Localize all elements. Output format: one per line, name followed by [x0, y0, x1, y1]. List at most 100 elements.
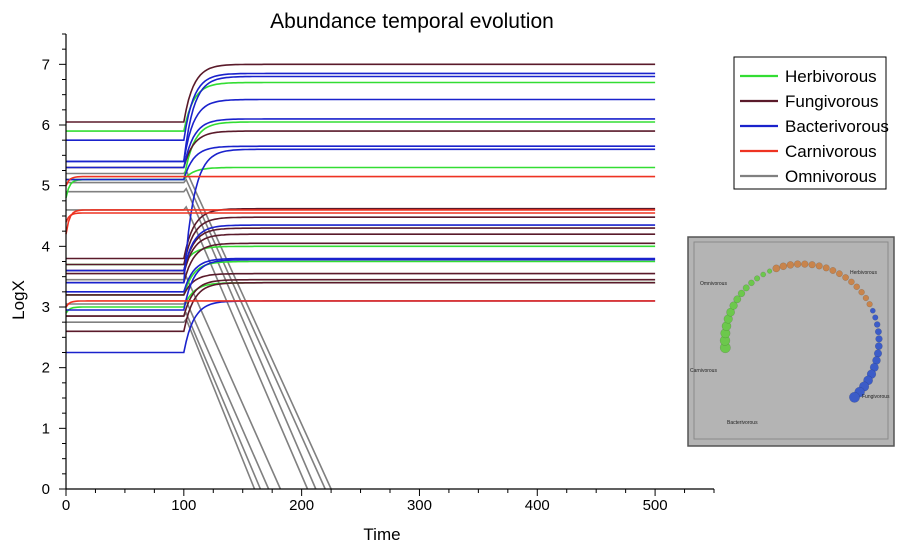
series-line-carnivorous	[65, 175, 656, 187]
inset-frame	[693, 241, 889, 440]
inset-node-fungivorous	[866, 301, 873, 308]
inset-node-fungivorous	[829, 267, 837, 274]
series-line-bacterivorous	[66, 258, 656, 311]
inset-node-fungivorous	[858, 289, 865, 296]
inset-label-fungivorous: Fungivorous	[862, 394, 890, 400]
inset-node-herbivorous	[729, 301, 738, 310]
plot-area: 0 100 200 300 400 500 0 1 2 3 4 5 6 7	[42, 33, 715, 514]
legend: Herbivorous Fungivorous Bacterivorous Carni…	[733, 56, 889, 190]
series-line-bacterivorous	[66, 224, 656, 272]
inset-node-herbivorous	[726, 307, 735, 317]
inset-labels: Herbivorous Omnivorous Carnivorous Bacteriv…	[690, 270, 890, 426]
series-line-fungivorous	[66, 278, 656, 317]
legend-items: Herbivorous Fungivorous Bacterivorous Carni…	[740, 67, 889, 186]
inset-node-bacterivorous	[875, 342, 883, 351]
series-line-carnivorous	[65, 212, 656, 223]
series-line-fungivorous	[66, 242, 656, 284]
series-line-bacterivorous	[66, 145, 656, 181]
series-line-omnivorous	[66, 299, 270, 490]
inset-node-herbivorous	[737, 289, 746, 298]
inset-label-herbivorous: Herbivorous	[850, 270, 877, 276]
x-tick-label: 300	[407, 497, 432, 514]
x-axis-label: Time	[363, 525, 400, 544]
series-line-carnivorous	[65, 209, 656, 235]
series-line-bacterivorous	[66, 98, 656, 163]
legend-label-omnivorous: Omnivorous	[785, 167, 877, 186]
y-tick-label: 6	[42, 117, 50, 134]
chart-title: Abundance temporal evolution	[270, 10, 554, 33]
inset-node-bacterivorous	[875, 335, 883, 343]
y-tick-label: 0	[42, 481, 50, 498]
series-line-herbivorous	[65, 281, 656, 314]
inset-node-fungivorous	[853, 283, 860, 290]
x-tick-label: 400	[525, 497, 550, 514]
legend-box	[733, 56, 887, 190]
inset-node-fungivorous	[793, 260, 802, 268]
inset-node-fungivorous	[801, 260, 809, 268]
inset-node-bacterivorous	[870, 307, 876, 314]
series-line-carnivorous	[65, 300, 656, 308]
inset-node-fungivorous	[815, 262, 823, 270]
y-tick-label: 1	[42, 420, 50, 437]
series-line-herbivorous	[66, 260, 656, 296]
inset-node-bacterivorous	[872, 314, 879, 321]
inset-label-carnivorous: Carnivorous	[690, 368, 717, 374]
series-line-fungivorous	[66, 272, 656, 296]
series-line-fungivorous	[66, 207, 656, 260]
y-tick-label: 4	[42, 238, 50, 255]
series-line-omnivorous	[66, 168, 332, 490]
series-line-fungivorous	[66, 216, 656, 266]
inset-label-bacterivorous: Bacterivorous	[727, 420, 758, 426]
series-line-fungivorous	[66, 233, 656, 275]
series-line-omnivorous	[66, 275, 282, 490]
series-line-omnivorous	[66, 178, 326, 490]
inset-node-herbivorous	[742, 284, 750, 292]
inset-node-bacterivorous	[875, 328, 882, 336]
series-line-bacterivorous	[66, 118, 656, 169]
inset-node-ring	[719, 260, 883, 403]
legend-label-carnivorous: Carnivorous	[785, 142, 877, 161]
inset-node-fungivorous	[779, 262, 788, 271]
x-tick-label: 200	[289, 497, 314, 514]
series-line-fungivorous	[66, 281, 656, 333]
legend-label-bacterivorous: Bacterivorous	[785, 117, 889, 136]
series-line-bacterivorous	[66, 257, 656, 293]
series-line-omnivorous	[66, 187, 317, 490]
inset-node-bacterivorous	[874, 321, 881, 328]
series-line-omnivorous	[66, 317, 256, 490]
inset-node-fungivorous	[848, 278, 855, 286]
inset-node-bacterivorous	[849, 391, 860, 403]
y-tick-label: 5	[42, 178, 50, 195]
inset-node-herbivorous	[767, 268, 773, 274]
inset-node-fungivorous	[808, 261, 816, 269]
inset-node-herbivorous	[733, 295, 742, 304]
inset-node-fungivorous	[836, 270, 843, 278]
legend-label-fungivorous: Fungivorous	[785, 92, 879, 111]
series-line-herbivorous	[66, 81, 656, 132]
x-tick-label: 0	[62, 497, 70, 514]
series-line-bacterivorous	[66, 72, 656, 141]
legend-label-herbivorous: Herbivorous	[785, 67, 877, 86]
x-tick-label: 100	[171, 497, 196, 514]
y-tick-label: 7	[42, 56, 50, 73]
y-tick-label: 3	[42, 299, 50, 316]
inset-node-fungivorous	[786, 261, 795, 269]
inset-label-omnivorous: Omnivorous	[700, 281, 727, 287]
inset-node-herbivorous	[760, 271, 766, 278]
series-line-omnivorous	[66, 311, 262, 490]
inset-node-bacterivorous	[874, 349, 883, 358]
inset-network-panel: Herbivorous Omnivorous Carnivorous Bacteriv…	[687, 236, 895, 447]
inset-node-herbivorous	[748, 279, 755, 287]
inset-node-fungivorous	[822, 264, 830, 272]
x-ticks: 0 100 200 300 400 500	[62, 489, 715, 514]
series-line-fungivorous	[66, 63, 656, 123]
y-axis-label: LogX	[9, 280, 28, 320]
series-layer	[65, 63, 656, 490]
inset-node-fungivorous	[862, 294, 870, 302]
y-tick-label: 2	[42, 360, 50, 377]
y-ticks: 0 1 2 3 4 5 6 7	[42, 33, 66, 498]
series-line-bacterivorous	[66, 148, 656, 284]
inset-node-fungivorous	[842, 274, 849, 281]
inset-node-fungivorous	[772, 264, 781, 273]
